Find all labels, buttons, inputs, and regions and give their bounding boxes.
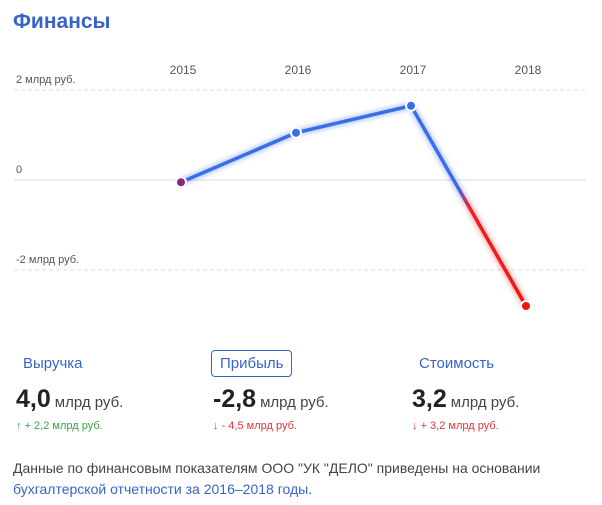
accounting-report-link[interactable]: бухгалтерской отчетности за 2016–2018 го… (13, 481, 309, 497)
tab-revenue[interactable]: Выручка (23, 355, 83, 372)
page-title: Финансы (13, 10, 111, 33)
x-tick-label: 2018 (515, 63, 542, 77)
x-tick-label: 2016 (285, 63, 312, 77)
series-line (179, 104, 528, 308)
profit-delta-text: - 4,5 млрд руб. (221, 420, 297, 432)
note-end: . (308, 481, 313, 497)
profit-unit: млрд руб. (260, 394, 329, 411)
metric-profit: Прибыль -2,8 млрд руб. ↓ - 4,5 млрд руб. (211, 350, 329, 432)
x-tick-label: 2017 (400, 63, 427, 77)
company-value-delta-text: + 3,2 млрд руб. (420, 420, 499, 432)
x-tick-label: 2015 (170, 63, 197, 77)
profit-line-chart: 2015 2016 2017 2018 2 млрд руб. 0 -2 млрд руб… (14, 63, 586, 312)
metric-revenue: Выручка 4,0 млрд руб. ↑ + 2,2 млрд руб. (14, 350, 123, 432)
metric-value: Стоимость 3,2 млрд руб. ↓ + 3,2 млрд руб. (410, 350, 519, 432)
data-point[interactable] (405, 99, 417, 112)
tab-profit[interactable]: Прибыль (211, 350, 293, 377)
revenue-delta: ↑ + 2,2 млрд руб. (14, 420, 123, 432)
data-point[interactable] (290, 126, 302, 139)
arrow-down-icon: ↓ (213, 420, 219, 432)
company-value-delta: ↓ + 3,2 млрд руб. (410, 420, 519, 432)
y-tick-label: 0 (16, 164, 22, 176)
company-value: 3,2 (412, 385, 447, 413)
arrow-up-icon: ↑ (16, 420, 22, 432)
arrow-down-icon: ↓ (412, 420, 418, 432)
profit-value: -2,8 (213, 385, 257, 413)
tab-value[interactable]: Стоимость (419, 355, 495, 372)
y-tick-label: -2 млрд руб. (16, 254, 79, 266)
revenue-delta-text: + 2,2 млрд руб. (24, 420, 103, 432)
data-point[interactable] (175, 176, 187, 189)
revenue-unit: млрд руб. (54, 394, 124, 411)
series-line-glow (179, 101, 530, 308)
profit-delta: ↓ - 4,5 млрд руб. (211, 420, 329, 432)
y-tick-label: 2 млрд руб. (16, 74, 75, 86)
data-point[interactable] (520, 300, 532, 312)
revenue-value: 4,0 (16, 385, 51, 413)
company-value-unit: млрд руб. (450, 394, 520, 411)
note-text: Данные по финансовым показателям ООО "УК… (13, 460, 541, 476)
data-source-note: Данные по финансовым показателям ООО "УК… (13, 458, 593, 500)
